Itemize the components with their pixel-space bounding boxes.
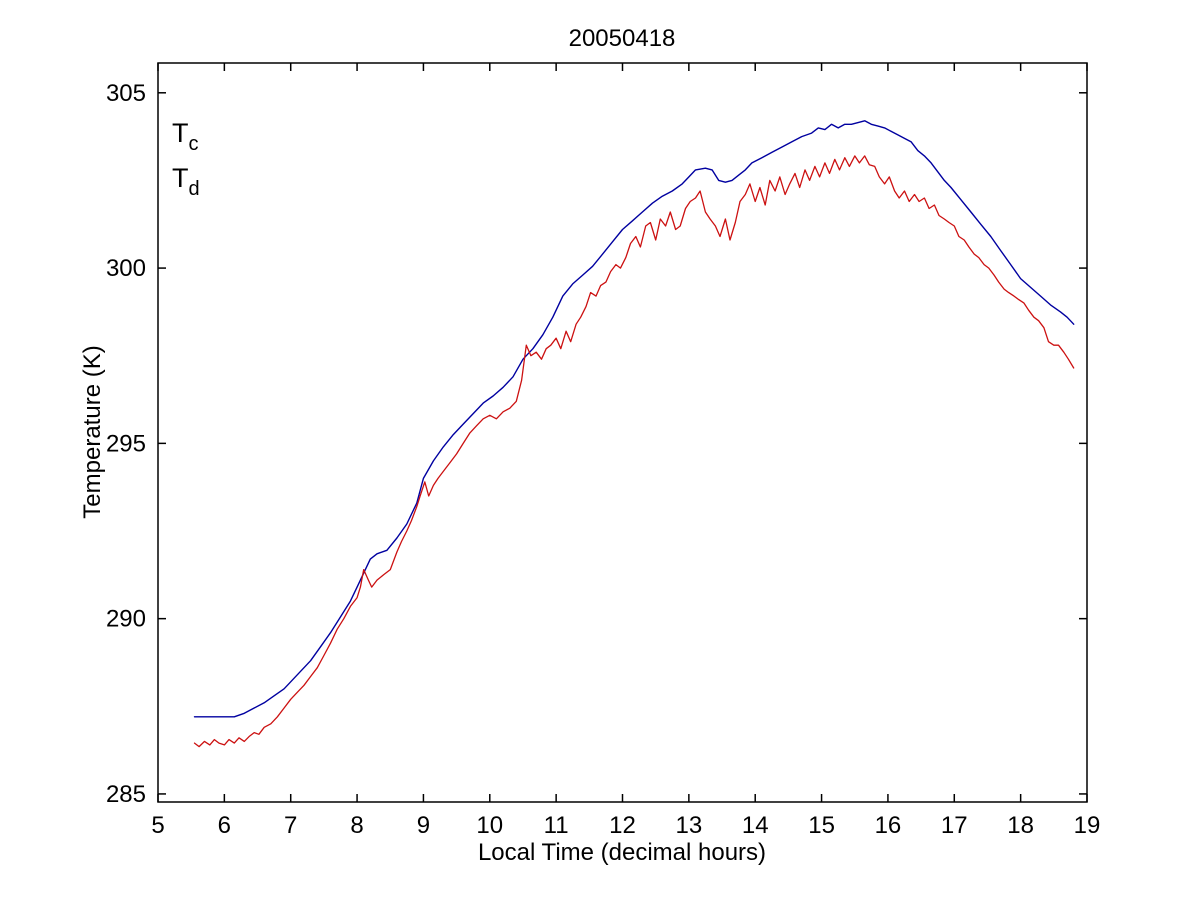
x-tick-label: 11: [544, 812, 569, 839]
chart-title: 20050418: [569, 25, 676, 52]
legend-td-main: T: [172, 163, 189, 193]
x-tick-label: 12: [609, 812, 636, 839]
x-tick-label: 6: [218, 812, 231, 839]
x-tick-label: 5: [151, 812, 164, 839]
x-tick-label: 8: [350, 812, 363, 839]
x-tick-label: 7: [284, 812, 297, 839]
x-tick-label: 9: [417, 812, 430, 839]
axis-ticks: [157, 63, 1088, 802]
legend-entry-td: Td: [172, 163, 200, 200]
x-tick-label: 17: [941, 812, 968, 839]
axis-tick-labels: 5 6 7 8 9 10 11 12 13 14 15 16 17 18 19 285 290 295 300 305: [106, 80, 1100, 839]
plot-box: [157, 62, 1088, 803]
x-axis-label: Local Time (decimal hours): [478, 839, 766, 866]
x-tick-label: 13: [676, 812, 703, 839]
y-tick-label: 300: [106, 255, 146, 282]
x-tick-label: 14: [742, 812, 769, 839]
x-tick-label: 15: [808, 812, 835, 839]
x-tick-label: 18: [1007, 812, 1034, 839]
series-td-line: [193, 155, 1075, 748]
legend-tc-main: T: [172, 118, 189, 148]
x-tick-label: 16: [875, 812, 902, 839]
series-tc-line: [193, 120, 1075, 718]
legend-tc-sub: c: [189, 133, 199, 155]
y-tick-label: 290: [106, 606, 146, 633]
x-tick-label: 10: [476, 812, 503, 839]
y-tick-label: 295: [106, 430, 146, 457]
x-tick-label: 19: [1074, 812, 1101, 839]
y-tick-label: 305: [106, 80, 146, 107]
y-axis-label: Temperature (K): [79, 345, 106, 518]
y-tick-label: 285: [106, 781, 146, 808]
legend-entry-tc: Tc: [172, 118, 199, 155]
legend-td-sub: d: [189, 178, 200, 200]
